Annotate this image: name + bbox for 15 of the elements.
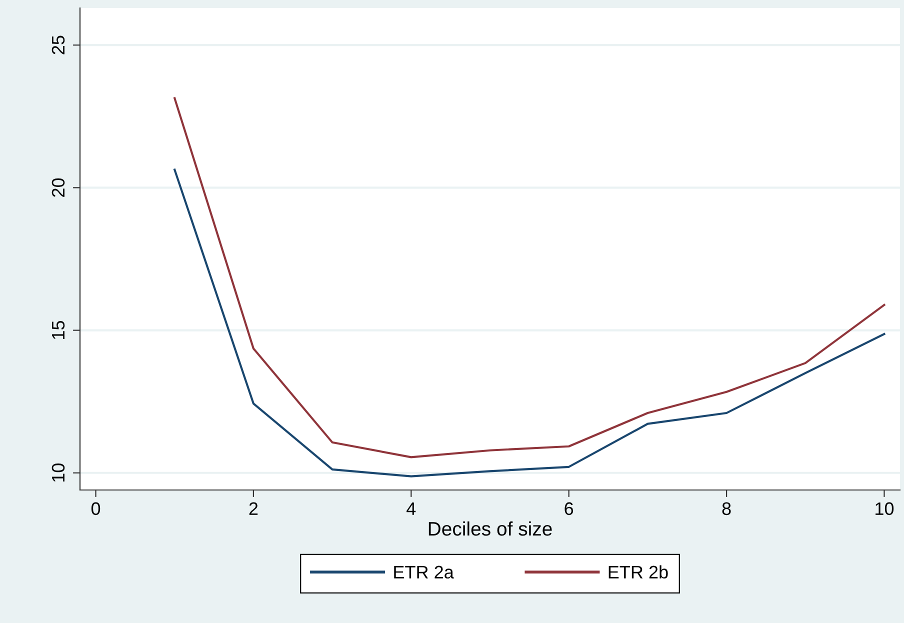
legend-label: ETR 2a: [394, 566, 454, 579]
x-tick-label: 2: [249, 502, 258, 515]
legend-label: ETR 2b: [608, 565, 668, 579]
x-tick-label: 10: [876, 502, 894, 516]
x-tick-label: 6: [564, 502, 574, 516]
x-tick-label: 8: [722, 502, 731, 516]
line-series: [174, 168, 886, 478]
y-tick-label: 20: [52, 178, 65, 197]
line-series: [174, 97, 886, 458]
y-tick-label: 25: [52, 36, 65, 54]
x-tick-label: 0: [91, 502, 100, 516]
x-axis-title: Deciles of size: [428, 521, 552, 536]
y-tick-label: 10: [52, 464, 65, 482]
y-tick-label: 15: [52, 321, 65, 339]
x-tick-label: 4: [406, 502, 416, 515]
